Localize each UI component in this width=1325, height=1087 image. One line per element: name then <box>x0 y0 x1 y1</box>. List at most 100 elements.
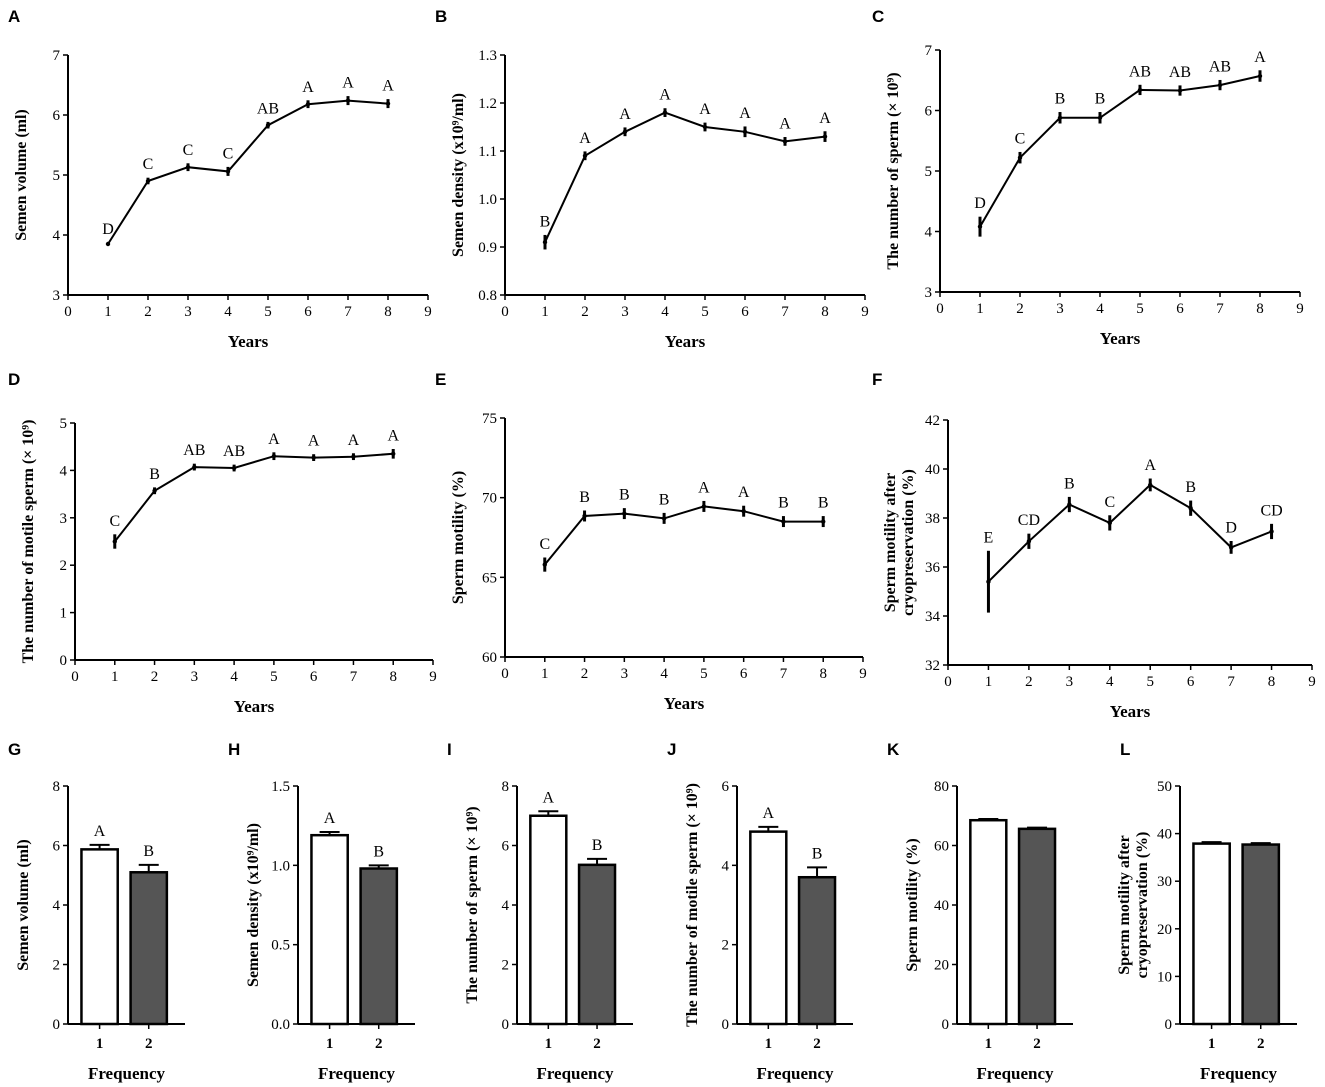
significance-label: A <box>268 431 280 448</box>
data-point <box>311 455 316 460</box>
x-tick-label: 2 <box>375 1036 383 1052</box>
panel-letter: H <box>228 740 240 759</box>
x-tick-label: 1 <box>1208 1036 1216 1052</box>
x-axis-label: Frequency <box>536 1064 614 1083</box>
y-tick-label: 5 <box>53 168 61 184</box>
y-tick-label: 4 <box>502 898 510 914</box>
x-tick-label: 2 <box>1016 301 1024 317</box>
y-tick-label: 1.5 <box>271 779 290 795</box>
panel-letter: L <box>1120 740 1130 759</box>
bar <box>1017 827 1057 1026</box>
significance-label: A <box>324 810 336 827</box>
y-tick-label: 1.1 <box>478 144 497 160</box>
y-tick-label: 34 <box>925 609 941 625</box>
x-tick-label: 5 <box>1136 301 1144 317</box>
panel-letter: B <box>435 7 447 26</box>
x-tick-label: 8 <box>384 304 392 320</box>
x-tick-label: 8 <box>1256 301 1264 317</box>
significance-label: A <box>579 130 591 147</box>
y-tick-label: 50 <box>1157 779 1172 795</box>
y-axis-label: The number of motile sperm (× 10⁹) <box>684 783 701 1027</box>
data-point <box>1097 115 1103 120</box>
x-axis-label: Years <box>1100 329 1141 348</box>
data-point <box>1057 115 1063 120</box>
data-point <box>542 240 548 245</box>
data-point <box>622 511 627 516</box>
x-tick-label: 6 <box>304 304 312 320</box>
panel-d: D 0 1 2 3 4 5 The number of motile sperm (× 10⁹… <box>8 370 437 716</box>
data-point <box>1177 88 1183 93</box>
panel-e: E 60 65 70 75 Sperm motility (%) 0 1 2 3 4 5 6 7 8 9 Yea… <box>435 370 867 713</box>
y-tick-label: 42 <box>925 413 940 429</box>
significance-label: C <box>183 142 194 159</box>
data-point <box>986 579 991 584</box>
data-point <box>582 153 588 158</box>
panel-j: J 0 2 4 6 The number of motile sperm (× 10⁹) 1… <box>667 740 853 1083</box>
x-tick-label: 9 <box>424 304 432 320</box>
y-tick-label: 10 <box>1157 969 1172 985</box>
data-point <box>1217 82 1223 88</box>
data-point <box>742 129 748 134</box>
x-tick-label: 5 <box>701 304 709 320</box>
data-point <box>781 519 786 524</box>
y-axis-label: cryopreservation (%) <box>900 469 917 616</box>
significance-label: AB <box>183 442 205 459</box>
y-tick-label: 1.0 <box>271 858 290 874</box>
x-tick-label: 4 <box>230 669 238 685</box>
y-tick-label: 0.5 <box>271 938 290 954</box>
y-axis-label: Sperm motility after <box>1116 835 1133 975</box>
data-point <box>1188 506 1193 511</box>
x-tick-label: 2 <box>1033 1036 1041 1052</box>
y-tick-label: 6 <box>53 108 61 124</box>
y-tick-label: 8 <box>502 779 510 795</box>
data-point <box>701 504 707 509</box>
data-point <box>271 453 277 459</box>
x-tick-label: 0 <box>944 674 952 690</box>
x-tick-label: 2 <box>1025 674 1033 690</box>
x-tick-label: 4 <box>660 666 668 682</box>
series-line <box>114 452 394 543</box>
significance-label: B <box>812 845 823 862</box>
panel-b: B 0.8 0.9 1.0 1.1 1.2 1.3 Semen density (x10⁹/m… <box>435 7 869 351</box>
y-axis-label: Semen volume (ml) <box>15 839 32 971</box>
y-tick-label: 3 <box>60 511 68 527</box>
panel-letter: K <box>887 740 900 759</box>
significance-label: A <box>1254 49 1266 66</box>
y-axis-label: The number of sperm (× 10⁹) <box>885 72 902 269</box>
y-tick-label: 2 <box>53 958 61 974</box>
x-tick-label: 1 <box>96 1036 104 1052</box>
x-tick-label: 3 <box>191 669 199 685</box>
y-tick-label: 3 <box>53 288 61 304</box>
data-point <box>1107 520 1112 526</box>
y-tick-label: 75 <box>482 411 497 427</box>
y-axis-label: Semen density (x10⁹/ml) <box>450 93 467 257</box>
significance-label: C <box>539 536 550 553</box>
y-tick-label: 40 <box>934 898 949 914</box>
y-tick-label: 2 <box>502 958 510 974</box>
y-tick-label: 60 <box>934 839 949 855</box>
significance-label: A <box>342 75 354 92</box>
panel-letter: D <box>8 370 20 389</box>
significance-label: D <box>1225 520 1237 537</box>
significance-label: AB <box>223 443 245 460</box>
x-tick-label: 7 <box>1216 301 1224 317</box>
y-tick-label: 4 <box>53 228 61 244</box>
significance-label: B <box>818 495 829 512</box>
significance-label: A <box>698 479 710 496</box>
y-tick-label: 3 <box>925 285 933 301</box>
x-tick-label: 2 <box>145 1036 153 1052</box>
panel-letter: G <box>8 740 21 759</box>
data-point <box>782 139 788 144</box>
x-tick-label: 0 <box>71 669 79 685</box>
x-axis-label: Years <box>234 697 275 716</box>
significance-label: B <box>1095 91 1106 108</box>
x-axis-label: Years <box>665 332 706 351</box>
significance-label: A <box>387 427 399 444</box>
data-point <box>112 539 117 544</box>
y-tick-label: 4 <box>925 225 933 241</box>
x-tick-label: 1 <box>765 1036 773 1052</box>
significance-label: C <box>1015 130 1026 147</box>
panel-k: K 0 20 40 60 80 Sperm motility (%) 1 2 Frequency <box>887 740 1073 1083</box>
significance-label: A <box>308 433 320 450</box>
data-point <box>1148 482 1153 488</box>
